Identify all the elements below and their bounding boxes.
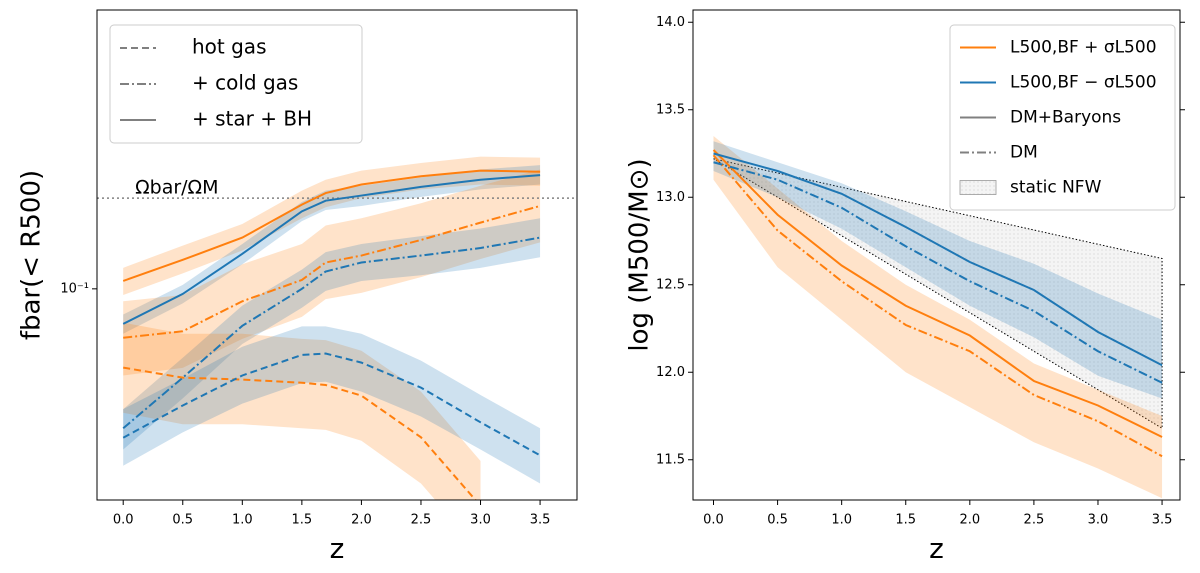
nfw-region — [713, 158, 1163, 430]
y-tick-label: 10⁻¹ — [60, 281, 89, 296]
series-line — [712, 149, 1163, 438]
x-tick-label: 3.0 — [470, 513, 491, 528]
y-tick-label: 11.5 — [656, 452, 685, 467]
x-tick-label: 2.5 — [411, 513, 432, 528]
x-tick-label: 1.0 — [831, 513, 852, 528]
x-tick-label: 0.5 — [767, 513, 788, 528]
band — [123, 169, 541, 376]
x-tick-label: 1.5 — [895, 513, 916, 528]
band — [123, 322, 481, 500]
reference-label: Ωbar/ΩM — [135, 177, 218, 199]
x-tick-label: 1.5 — [292, 513, 313, 528]
legend-label: static NFW — [1010, 178, 1102, 198]
x-tick-label: 1.0 — [232, 513, 253, 528]
x-tick-label: 0.0 — [703, 513, 724, 528]
legend-label: L500,BF − σL500 — [1010, 73, 1157, 93]
plot-area — [712, 136, 1163, 499]
series-line — [123, 366, 477, 500]
y-tick-label: 12.0 — [656, 365, 685, 380]
x-tick-label: 0.5 — [172, 513, 193, 528]
legend-box — [109, 24, 363, 144]
x-axis-label: z — [330, 532, 345, 565]
band — [123, 326, 541, 484]
series-line — [123, 204, 541, 339]
x-tick-label: 0.0 — [113, 513, 134, 528]
y-axis-label: fbar(< R500) — [17, 170, 47, 340]
x-tick-label: 2.5 — [1024, 513, 1045, 528]
y-tick-label: 14.0 — [656, 15, 685, 30]
band — [123, 218, 541, 450]
band — [713, 141, 1163, 399]
series-line — [122, 352, 541, 457]
series-line — [122, 174, 541, 325]
x-axis-label: z — [929, 532, 944, 565]
axes-frame — [96, 9, 578, 501]
series-line — [122, 169, 541, 282]
legend-label: L500,BF + σL500 — [1010, 38, 1157, 58]
legend-label: + star + BH — [192, 107, 312, 131]
series-line — [712, 154, 1163, 458]
legend-patch — [959, 180, 997, 195]
x-tick-label: 2.0 — [959, 513, 980, 528]
x-tick-label: 2.0 — [351, 513, 372, 528]
x-tick-label: 3.5 — [530, 513, 551, 528]
y-axis-label: log (M500/M⊙) — [625, 158, 655, 351]
legend-label: DM — [1010, 143, 1038, 163]
axes-frame — [692, 9, 1181, 501]
y-tick-label: 13.0 — [656, 190, 685, 205]
legend-box — [949, 24, 1176, 211]
plot-area — [97, 156, 577, 500]
band — [713, 136, 1163, 499]
x-tick-label: 3.0 — [1088, 513, 1109, 528]
series-line — [713, 152, 1163, 367]
legend-label: hot gas — [192, 35, 266, 59]
legend-label: DM+Baryons — [1010, 108, 1121, 128]
series-line — [122, 236, 541, 430]
y-tick-label: 13.5 — [656, 102, 685, 117]
x-tick-label: 3.5 — [1152, 513, 1173, 528]
legend-label: + cold gas — [192, 71, 298, 95]
y-tick-label: 12.5 — [656, 277, 685, 292]
